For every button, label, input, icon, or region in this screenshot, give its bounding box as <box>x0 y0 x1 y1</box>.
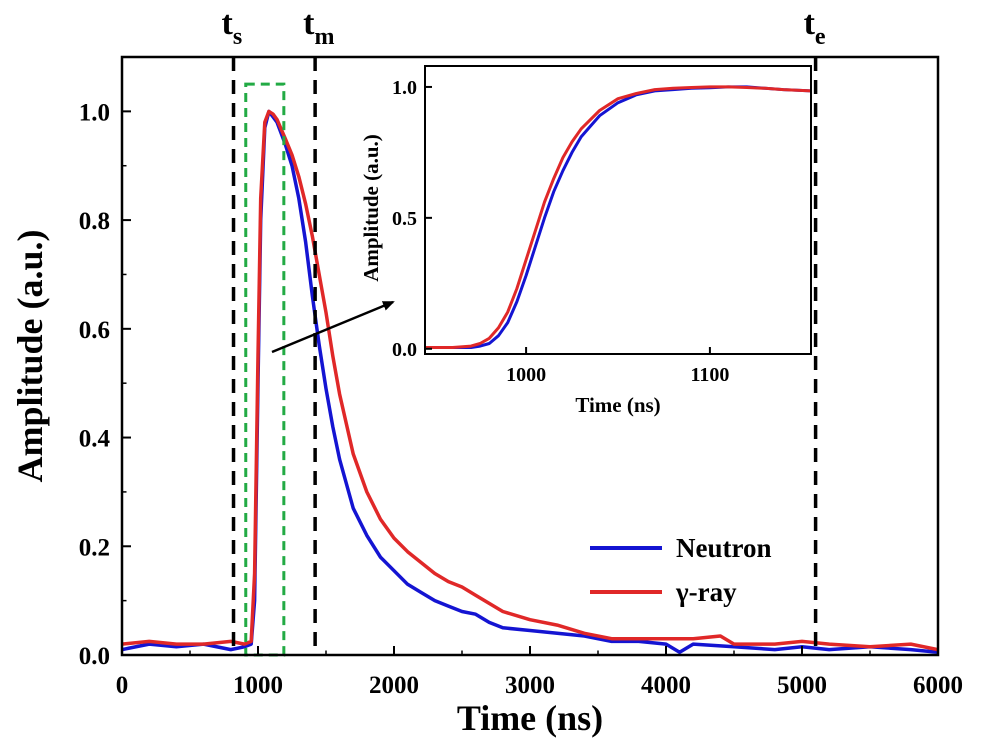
inset-x-tick-label: 1100 <box>690 364 729 386</box>
main-x-tick-label: 1000 <box>233 672 283 699</box>
main-y-tick-label: 0.6 <box>79 317 110 344</box>
main-x-tick-label: 0 <box>116 672 129 699</box>
main-y-tick-label: 0.0 <box>79 643 110 670</box>
marker-label-tm: tm <box>303 5 334 50</box>
main-x-tick-label: 3000 <box>505 672 555 699</box>
legend-label-neutron: Neutron <box>676 533 772 563</box>
main-x-tick-label: 6000 <box>913 672 963 699</box>
main-y-tick-label: 0.4 <box>79 426 111 453</box>
main-x-tick-label: 5000 <box>777 672 827 699</box>
inset-y-tick-label: 1.0 <box>392 77 417 99</box>
inset-y-tick-label: 0.0 <box>392 339 417 361</box>
inset-background <box>425 66 811 354</box>
marker-label-ts: ts <box>222 5 243 50</box>
zoom-region-box <box>244 82 286 657</box>
inset-y-tick-label: 0.5 <box>392 208 417 230</box>
inset-series-gamma-line <box>425 85 811 349</box>
main-y-tick-label: 0.8 <box>79 208 110 235</box>
legend: Neutron γ-ray <box>590 533 772 607</box>
inset-x-tick-label: 1000 <box>506 364 546 386</box>
main-y-tick-label: 0.2 <box>79 534 110 561</box>
main-y-tick-label: 1.0 <box>79 99 110 126</box>
zoom-arrow <box>271 300 395 354</box>
main-x-axis-title: Time (ns) <box>457 698 603 738</box>
inset-x-axis-title: Time (ns) <box>575 393 660 417</box>
inset-y-axis-title: Amplitude (a.u.) <box>359 134 383 282</box>
main-x-tick-label: 4000 <box>641 672 691 699</box>
main-x-tick-label: 2000 <box>369 672 419 699</box>
marker-label-te: te <box>804 5 826 50</box>
legend-label-gamma: γ-ray <box>675 577 737 607</box>
inset-plot-frame <box>424 65 812 355</box>
main-y-axis-title: Amplitude (a.u.) <box>10 229 50 482</box>
main-series-gamma-line <box>122 109 938 652</box>
